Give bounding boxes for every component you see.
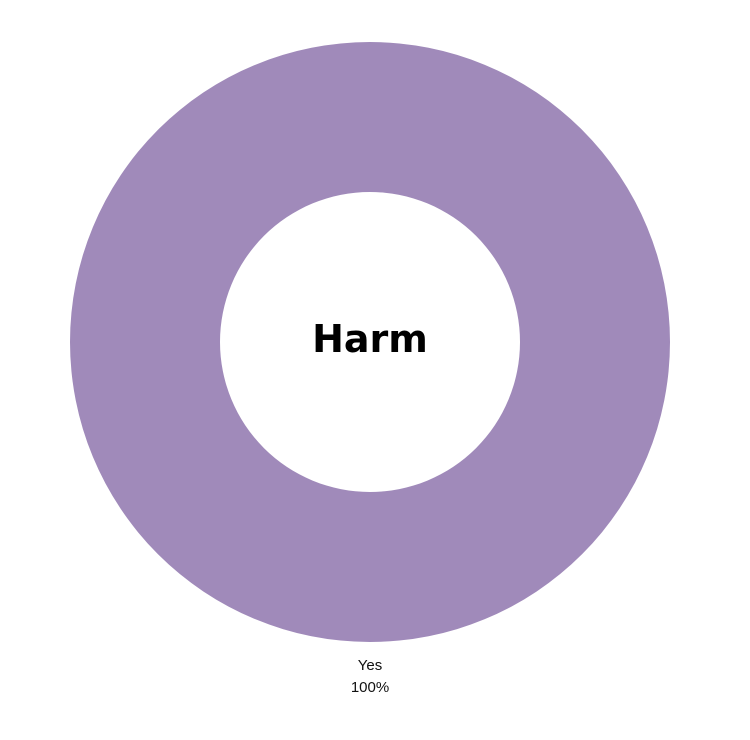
slice-label-name: Yes xyxy=(358,657,382,674)
slice-labels: Yes 100% xyxy=(351,657,389,696)
chart-title: Harm xyxy=(312,317,428,361)
donut-slices xyxy=(70,42,670,642)
slice-label-value: 100% xyxy=(351,679,389,696)
donut-slice-yes xyxy=(70,42,670,642)
